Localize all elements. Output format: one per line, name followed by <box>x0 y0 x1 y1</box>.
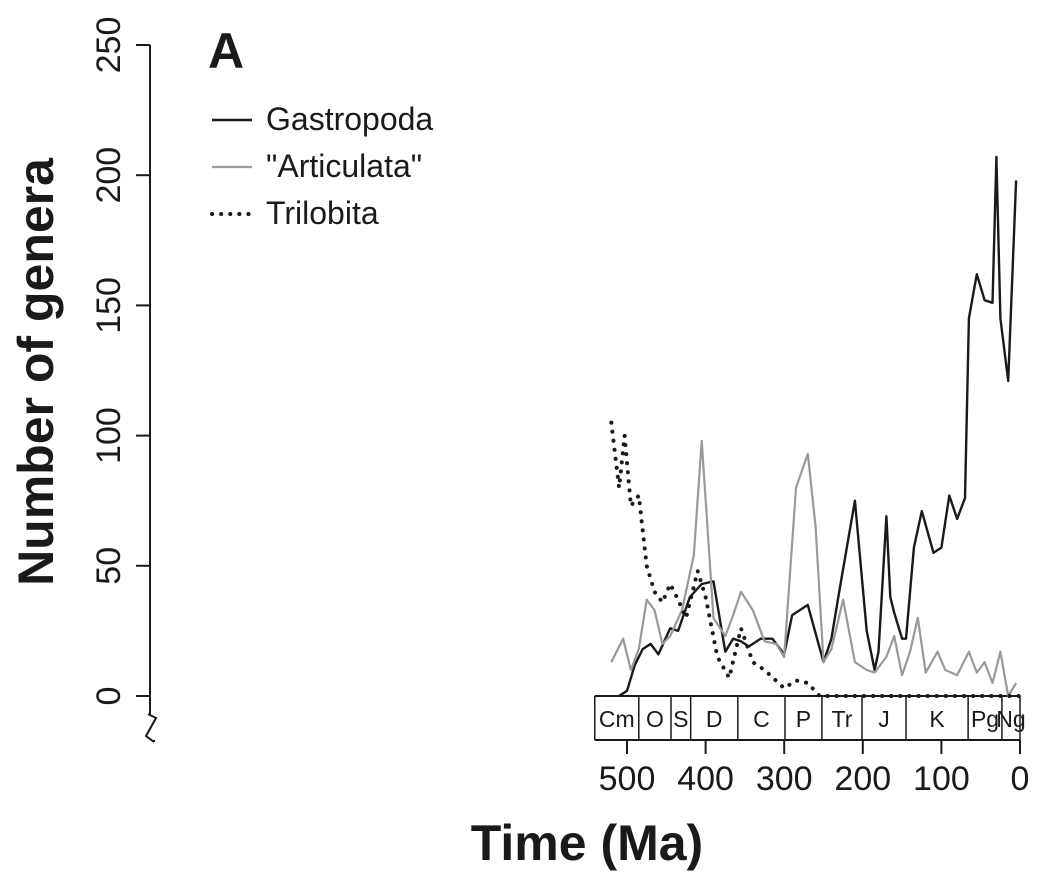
period-label-J: J <box>878 706 890 732</box>
period-label-C: C <box>753 706 770 732</box>
series-layer <box>609 155 1022 698</box>
period-label-K: K <box>929 706 945 732</box>
series-line-trilobita <box>609 420 1022 698</box>
y-tick-label-0: 0 <box>90 687 128 706</box>
x-tick-label-100: 100 <box>913 760 970 798</box>
legend-label-articulata: "Articulata" <box>266 148 422 184</box>
x-tick-label-400: 400 <box>677 760 734 798</box>
x-tick-label-300: 300 <box>756 760 813 798</box>
period-label-D: D <box>706 706 723 732</box>
y-tick-label-50: 50 <box>90 547 128 585</box>
period-label-Tr: Tr <box>832 706 853 732</box>
period-label-S: S <box>673 706 688 732</box>
y-tick-label-200: 200 <box>90 147 128 204</box>
y-tick-label-100: 100 <box>90 407 128 464</box>
legend-label-trilobita: Trilobita <box>266 195 379 231</box>
y-tick-label-150: 150 <box>90 277 128 334</box>
legend: Gastropoda "Articulata" Trilobita <box>210 101 433 231</box>
x-tick-label-0: 0 <box>1011 760 1030 798</box>
legend-label-gastropoda: Gastropoda <box>266 101 433 137</box>
y-tick-label-250: 250 <box>90 17 128 74</box>
period-label-Cm: Cm <box>599 706 635 732</box>
x-axis-title: Time (Ma) <box>471 815 703 871</box>
panel-label: A <box>208 23 244 79</box>
period-label-Pg: Pg <box>971 706 999 732</box>
y-axis-title: Number of genera <box>8 157 64 586</box>
x-tick-label-500: 500 <box>599 760 656 798</box>
series-line-articulata <box>610 439 1018 698</box>
period-label-Ng: Ng <box>996 706 1025 732</box>
x-tick-label-200: 200 <box>834 760 891 798</box>
axes-layer: 0 50 100 150 200 250 500 400 300 200 100 0 <box>90 17 1029 798</box>
axis-break-mark <box>144 713 158 743</box>
period-label-O: O <box>646 706 664 732</box>
period-label-P: P <box>796 706 811 732</box>
series-line-gastropoda <box>618 155 1018 698</box>
